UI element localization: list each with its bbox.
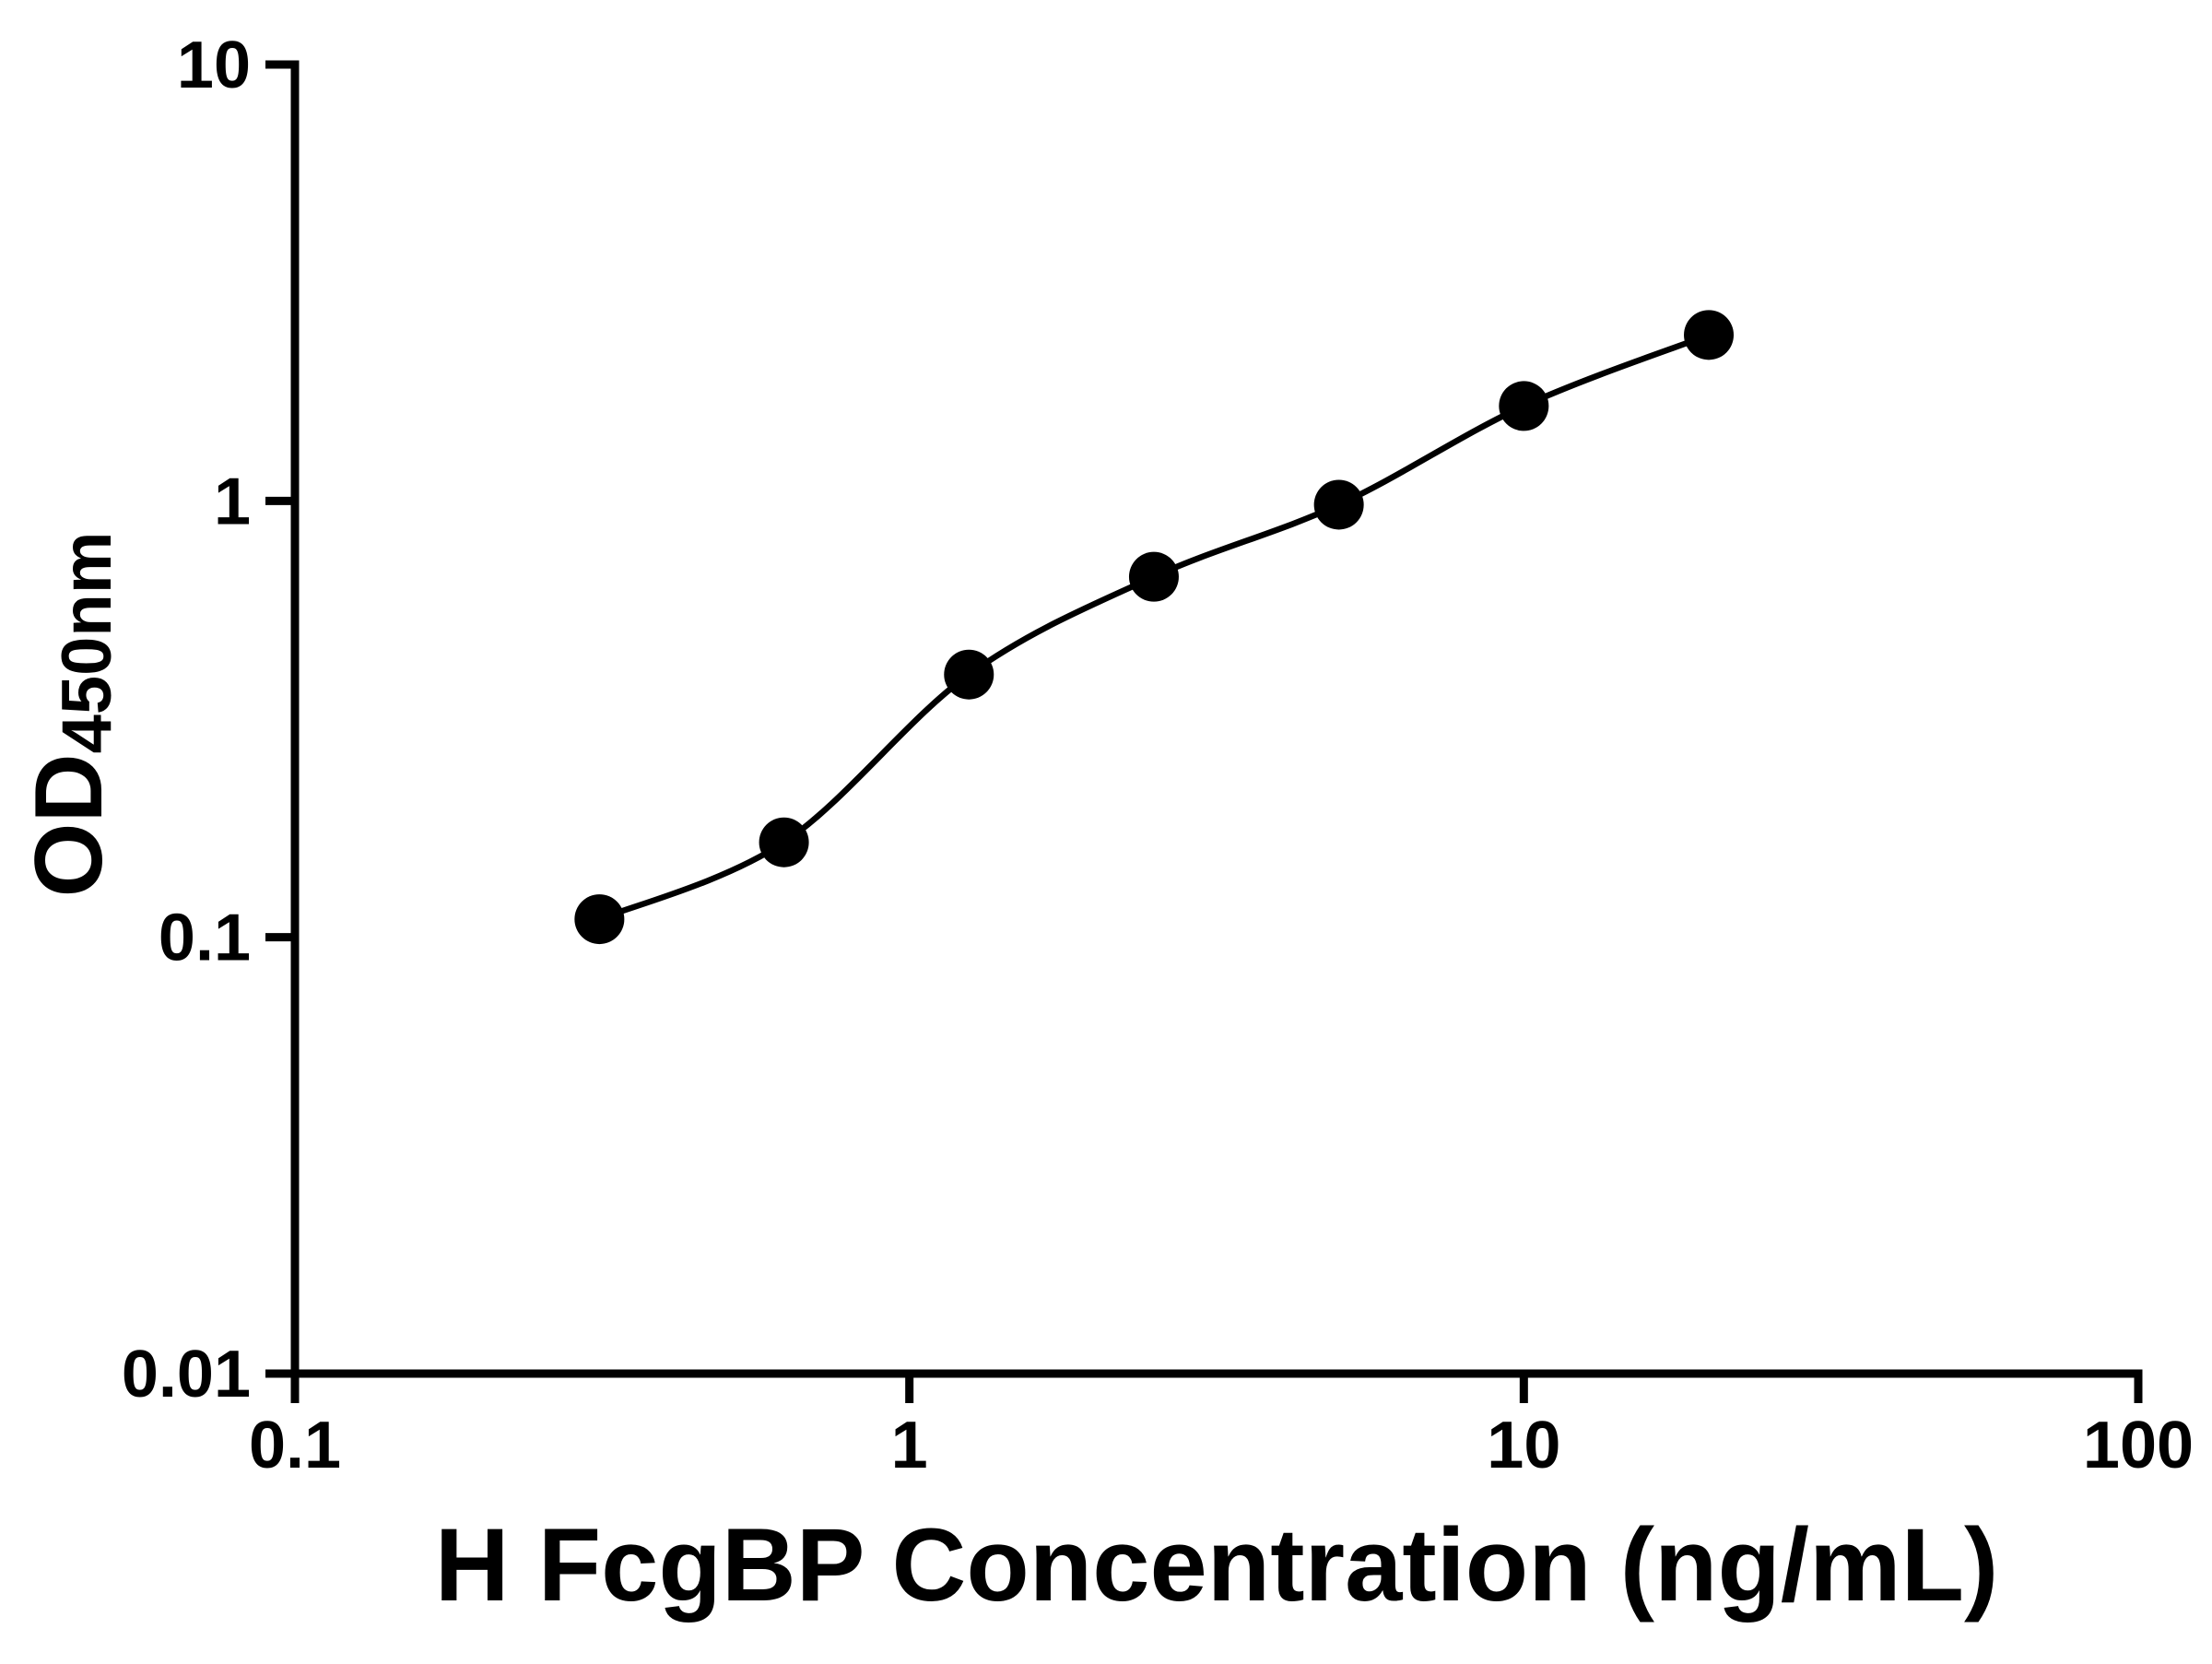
- y-axis-label-main: OD: [16, 753, 123, 897]
- y-axis-tick-label: 0.1: [159, 902, 251, 975]
- x-axis-tick-label: 100: [2083, 1409, 2194, 1482]
- x-axis-tick-label: 10: [1487, 1409, 1560, 1482]
- x-axis-label: H FcgBP Concentration (ng/mL): [435, 1507, 1999, 1623]
- data-point: [944, 649, 994, 700]
- y-axis-tick-label: 10: [177, 29, 251, 102]
- y-axis-tick-label: 1: [214, 465, 251, 538]
- data-point: [1499, 381, 1549, 431]
- data-point: [1313, 479, 1364, 530]
- y-axis-label-subscript: 450nm: [48, 532, 126, 754]
- x-axis-tick-label: 0.1: [249, 1409, 341, 1482]
- data-point: [759, 817, 809, 867]
- data-point: [1684, 310, 1735, 360]
- y-axis-label: OD450nm: [16, 532, 126, 898]
- y-axis-tick-label: 0.01: [122, 1338, 251, 1411]
- data-point: [574, 894, 625, 945]
- data-point: [1128, 551, 1179, 602]
- x-axis-tick-label: 1: [891, 1409, 928, 1482]
